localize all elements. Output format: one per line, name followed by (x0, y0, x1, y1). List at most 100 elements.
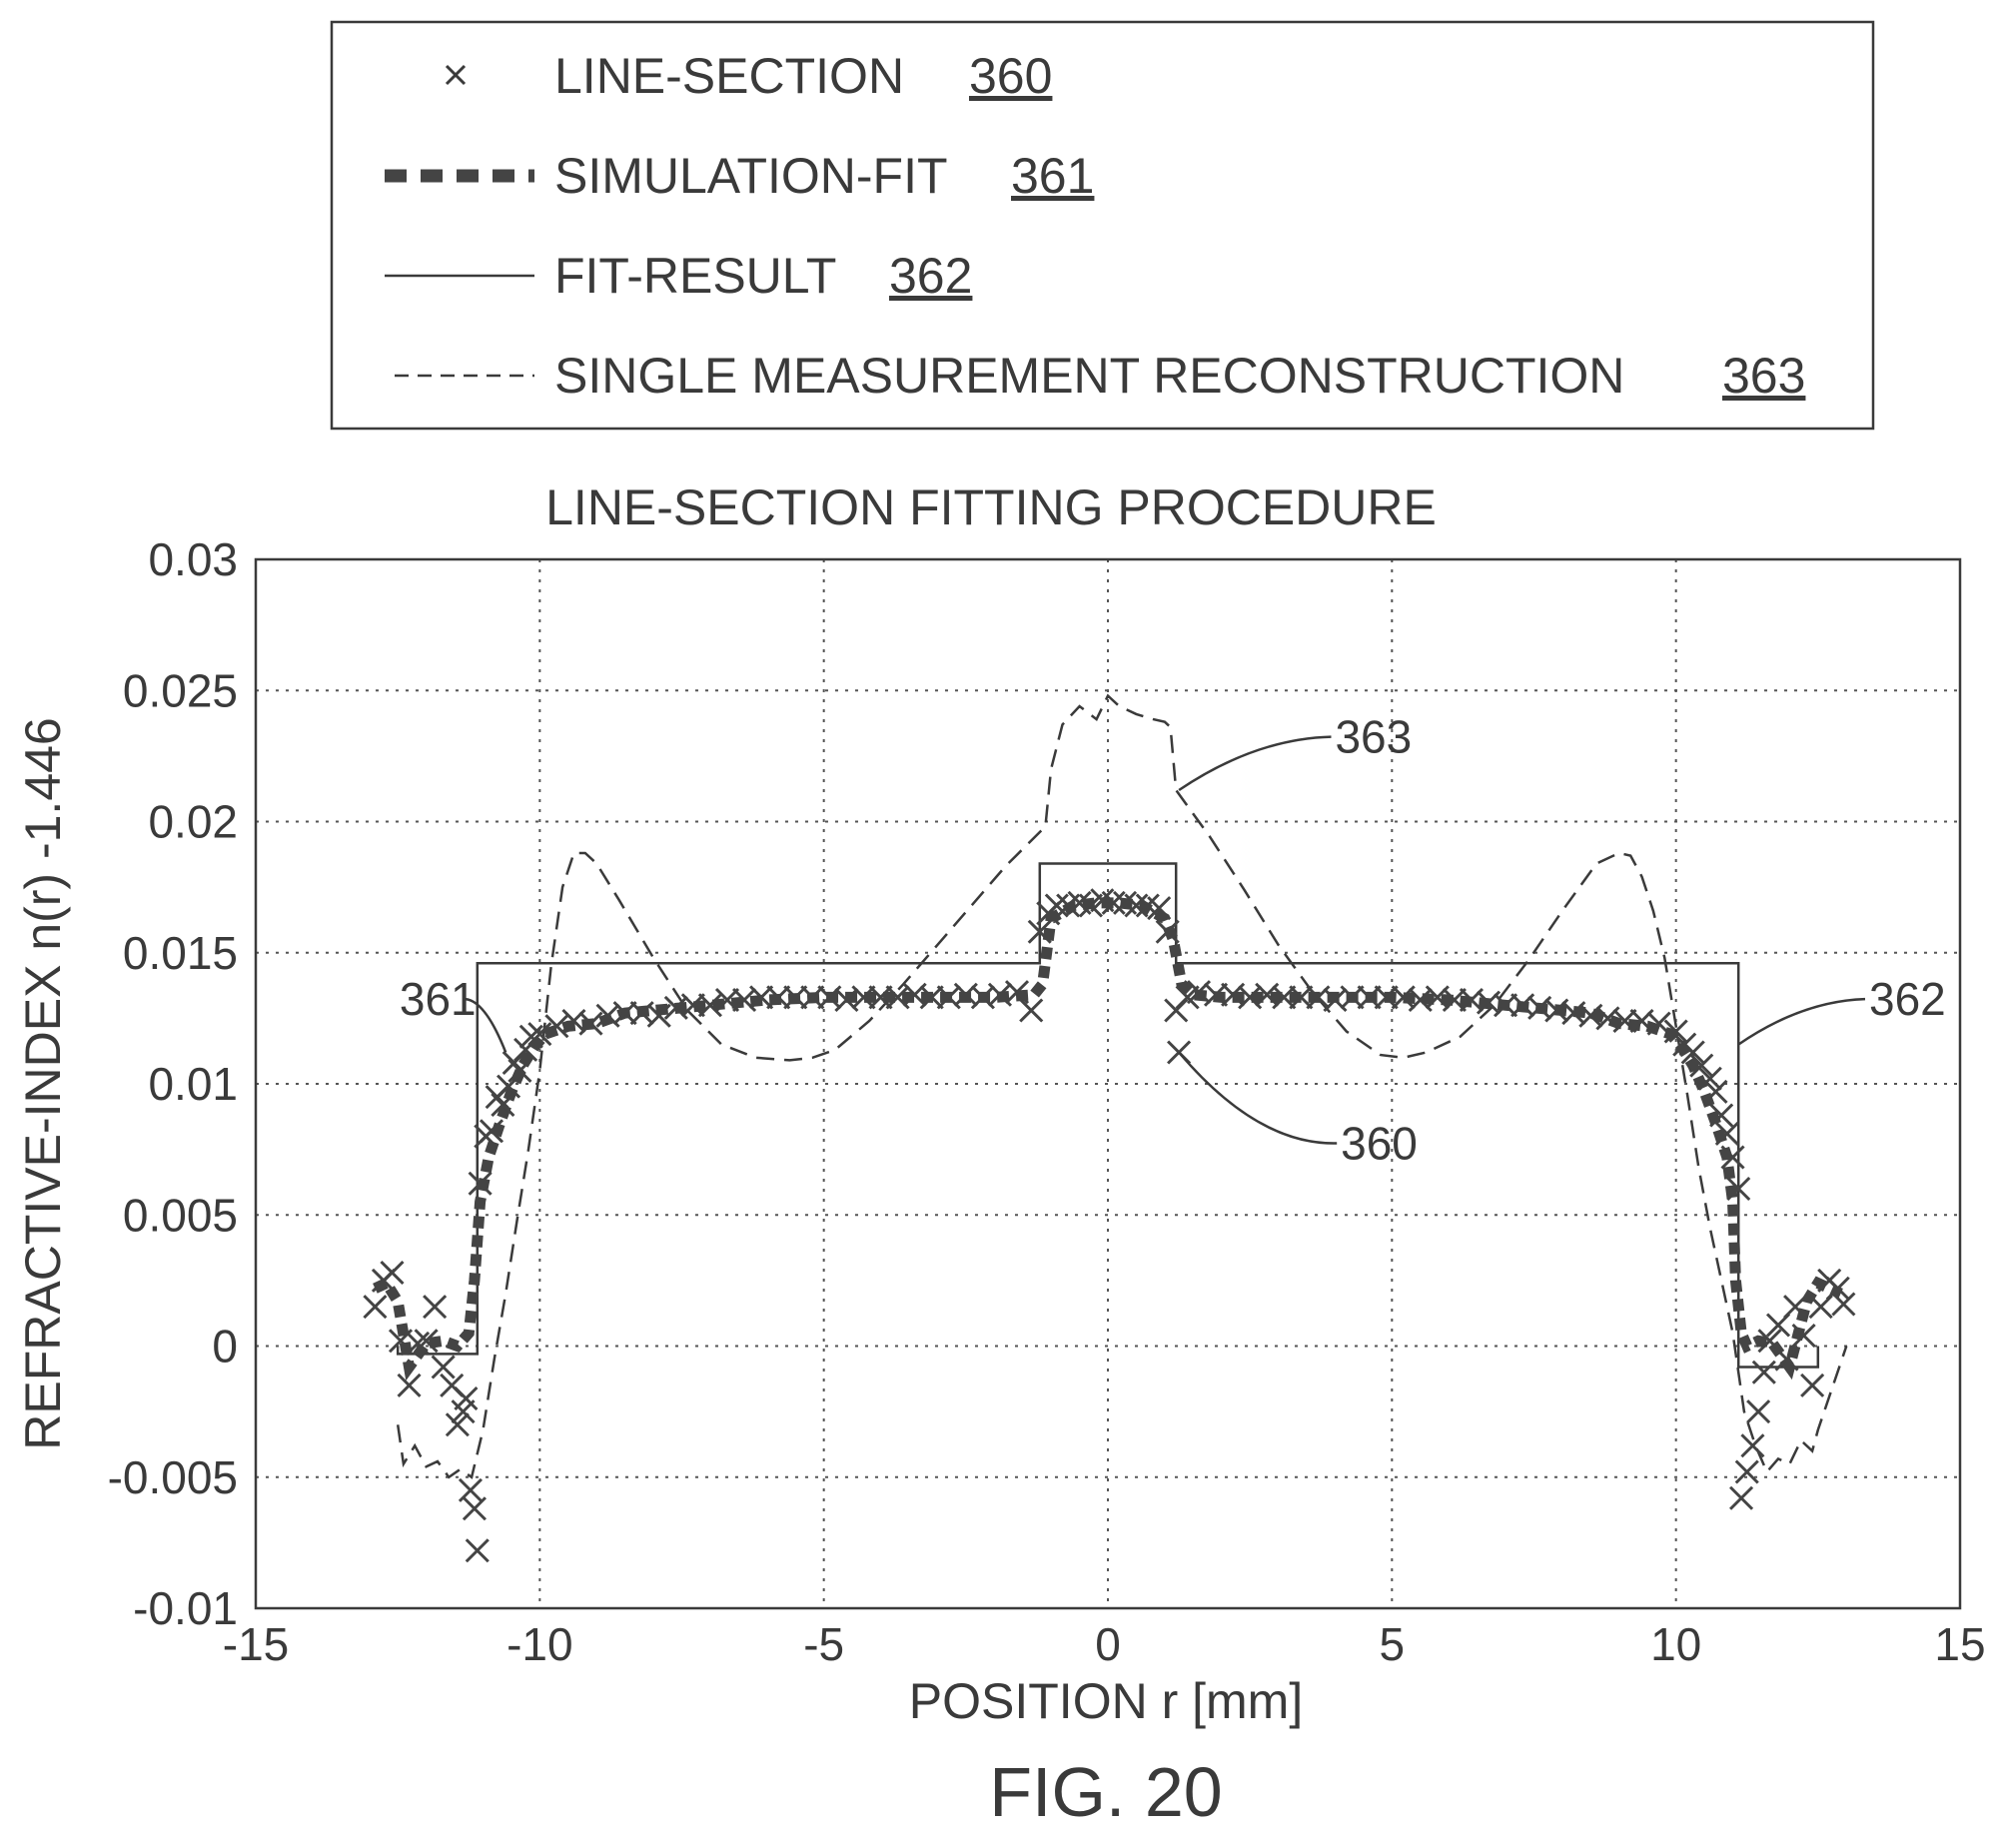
line-section-marker (612, 1001, 637, 1026)
line-section-marker (1442, 987, 1467, 1013)
series-single-reconstruction (396, 693, 1848, 1479)
line-section-marker (1155, 919, 1180, 944)
y-tick-label: 0.02 (148, 796, 238, 848)
line-section-marker (1646, 1011, 1671, 1036)
line-section-marker (1272, 985, 1297, 1010)
grid (256, 559, 1960, 1608)
series-line-section (363, 888, 1856, 1563)
line-section-marker (406, 1331, 431, 1356)
line-section-marker (1791, 1323, 1816, 1349)
line-section-marker (1728, 1485, 1754, 1510)
x-tick-labels: -15 -10 -5 0 5 10 15 (223, 1618, 1986, 1670)
x-tick-label: 15 (1934, 1618, 1985, 1670)
legend-label: SIMULATION-FIT (554, 148, 948, 204)
line-section-marker (1720, 1145, 1745, 1170)
legend-item-fit-result: FIT-RESULT 362 (385, 248, 972, 304)
legend-box (330, 20, 1875, 431)
legend-item-single-reconstruction: SINGLE MEASUREMENT RECONSTRUCTION 363 (395, 348, 1805, 404)
series-simulation-fit (373, 897, 1843, 1382)
line-section-marker (496, 1074, 521, 1099)
line-section-marker (445, 1412, 470, 1437)
line-section-marker (578, 1011, 603, 1036)
line-section-marker (1709, 1103, 1734, 1128)
line-section-marker (680, 993, 705, 1018)
line-section-marker (1663, 1019, 1688, 1044)
line-section-marker (1726, 1176, 1751, 1202)
legend-item-simulation-fit: SIMULATION-FIT 361 (385, 148, 1094, 204)
callout-leader (465, 997, 507, 1053)
legend-ref: 363 (1722, 348, 1805, 404)
line-section-marker (1734, 1459, 1759, 1484)
line-section-marker (1612, 1008, 1637, 1034)
line-section-marker (1357, 985, 1382, 1010)
y-tick-label: 0.01 (148, 1058, 238, 1110)
line-section-marker (1147, 896, 1172, 921)
callout-leader (1178, 735, 1332, 792)
line-section-marker (697, 993, 722, 1018)
line-section-marker (1689, 1053, 1714, 1078)
line-section-marker (1203, 982, 1229, 1007)
line-section-marker (1697, 1066, 1722, 1091)
y-tick-labels: -0.01 -0.005 0 0.005 0.01 0.015 0.02 0.025 0.03 (108, 533, 238, 1634)
legend-ref: 361 (1011, 148, 1094, 204)
legend-label: SINGLE MEASUREMENT RECONSTRUCTION (554, 348, 1624, 404)
line-section-marker (1374, 985, 1399, 1010)
line-section-marker (1825, 1276, 1850, 1301)
chart-title: LINE-SECTION FITTING PROCEDURE (545, 479, 1437, 535)
series-fit-result (396, 862, 1820, 1369)
callout-label: 363 (1335, 711, 1412, 763)
y-axis-label: REFRACTIVE-INDEX n(r) -1.446 (15, 717, 71, 1449)
line-section-marker (1703, 1079, 1728, 1104)
legend-item-line-section: LINE-SECTION 360 (445, 48, 1052, 104)
line-section-marker (397, 1373, 422, 1397)
x-tick-label: 0 (1095, 1618, 1121, 1670)
x-tick-label: -5 (803, 1618, 844, 1670)
line-section-marker (749, 985, 774, 1010)
plot-area (254, 557, 1962, 1610)
y-tick-label: -0.005 (108, 1451, 238, 1503)
line-section-marker (380, 1260, 405, 1286)
line-section-marker (1680, 1040, 1705, 1065)
line-section-marker (458, 1477, 484, 1502)
callouts: 360 361 362 363 (400, 711, 1946, 1170)
line-section-marker (1800, 1373, 1825, 1397)
line-section-marker (468, 1171, 493, 1196)
line-section-marker (1740, 1433, 1765, 1458)
line-section-marker (1124, 893, 1149, 918)
callout-leader (1737, 997, 1866, 1046)
line-section-marker (1101, 890, 1126, 915)
line-section-marker (431, 1355, 456, 1380)
line-section-marker (465, 1538, 490, 1563)
line-section-marker (646, 1003, 671, 1028)
legend-label: LINE-SECTION (554, 48, 904, 104)
x-marker-icon (445, 64, 467, 86)
line-section-marker (714, 987, 740, 1013)
line-section-marker (423, 1295, 448, 1320)
line-section-marker (1751, 1360, 1776, 1385)
line-section-marker (1783, 1295, 1808, 1320)
line-section-marker (1714, 1121, 1739, 1146)
line-section-marker (1289, 985, 1314, 1010)
plot-frame (254, 557, 1962, 1610)
line-section-marker (851, 985, 876, 1010)
line-section-marker (507, 1058, 532, 1083)
x-tick-label: -15 (223, 1618, 289, 1670)
line-section-marker (1044, 893, 1069, 918)
line-section-marker (783, 985, 808, 1010)
callout-label: 362 (1869, 973, 1946, 1025)
y-tick-label: 0.03 (148, 533, 238, 585)
figure-caption: FIG. 20 (989, 1753, 1222, 1831)
y-tick-label: 0.015 (123, 927, 238, 979)
callout-leader (1178, 1051, 1338, 1145)
x-axis-label: POSITION r [mm] (909, 1673, 1303, 1729)
line-section-marker (518, 1024, 543, 1049)
line-section-marker (868, 985, 893, 1010)
legend-ref: 362 (889, 248, 972, 304)
line-section-marker (363, 1295, 388, 1320)
line-section-marker (800, 985, 825, 1010)
line-section-marker (1027, 919, 1052, 944)
line-section-marker (479, 1119, 504, 1144)
line-section-marker (1774, 1347, 1799, 1372)
line-section-marker (1494, 993, 1518, 1018)
